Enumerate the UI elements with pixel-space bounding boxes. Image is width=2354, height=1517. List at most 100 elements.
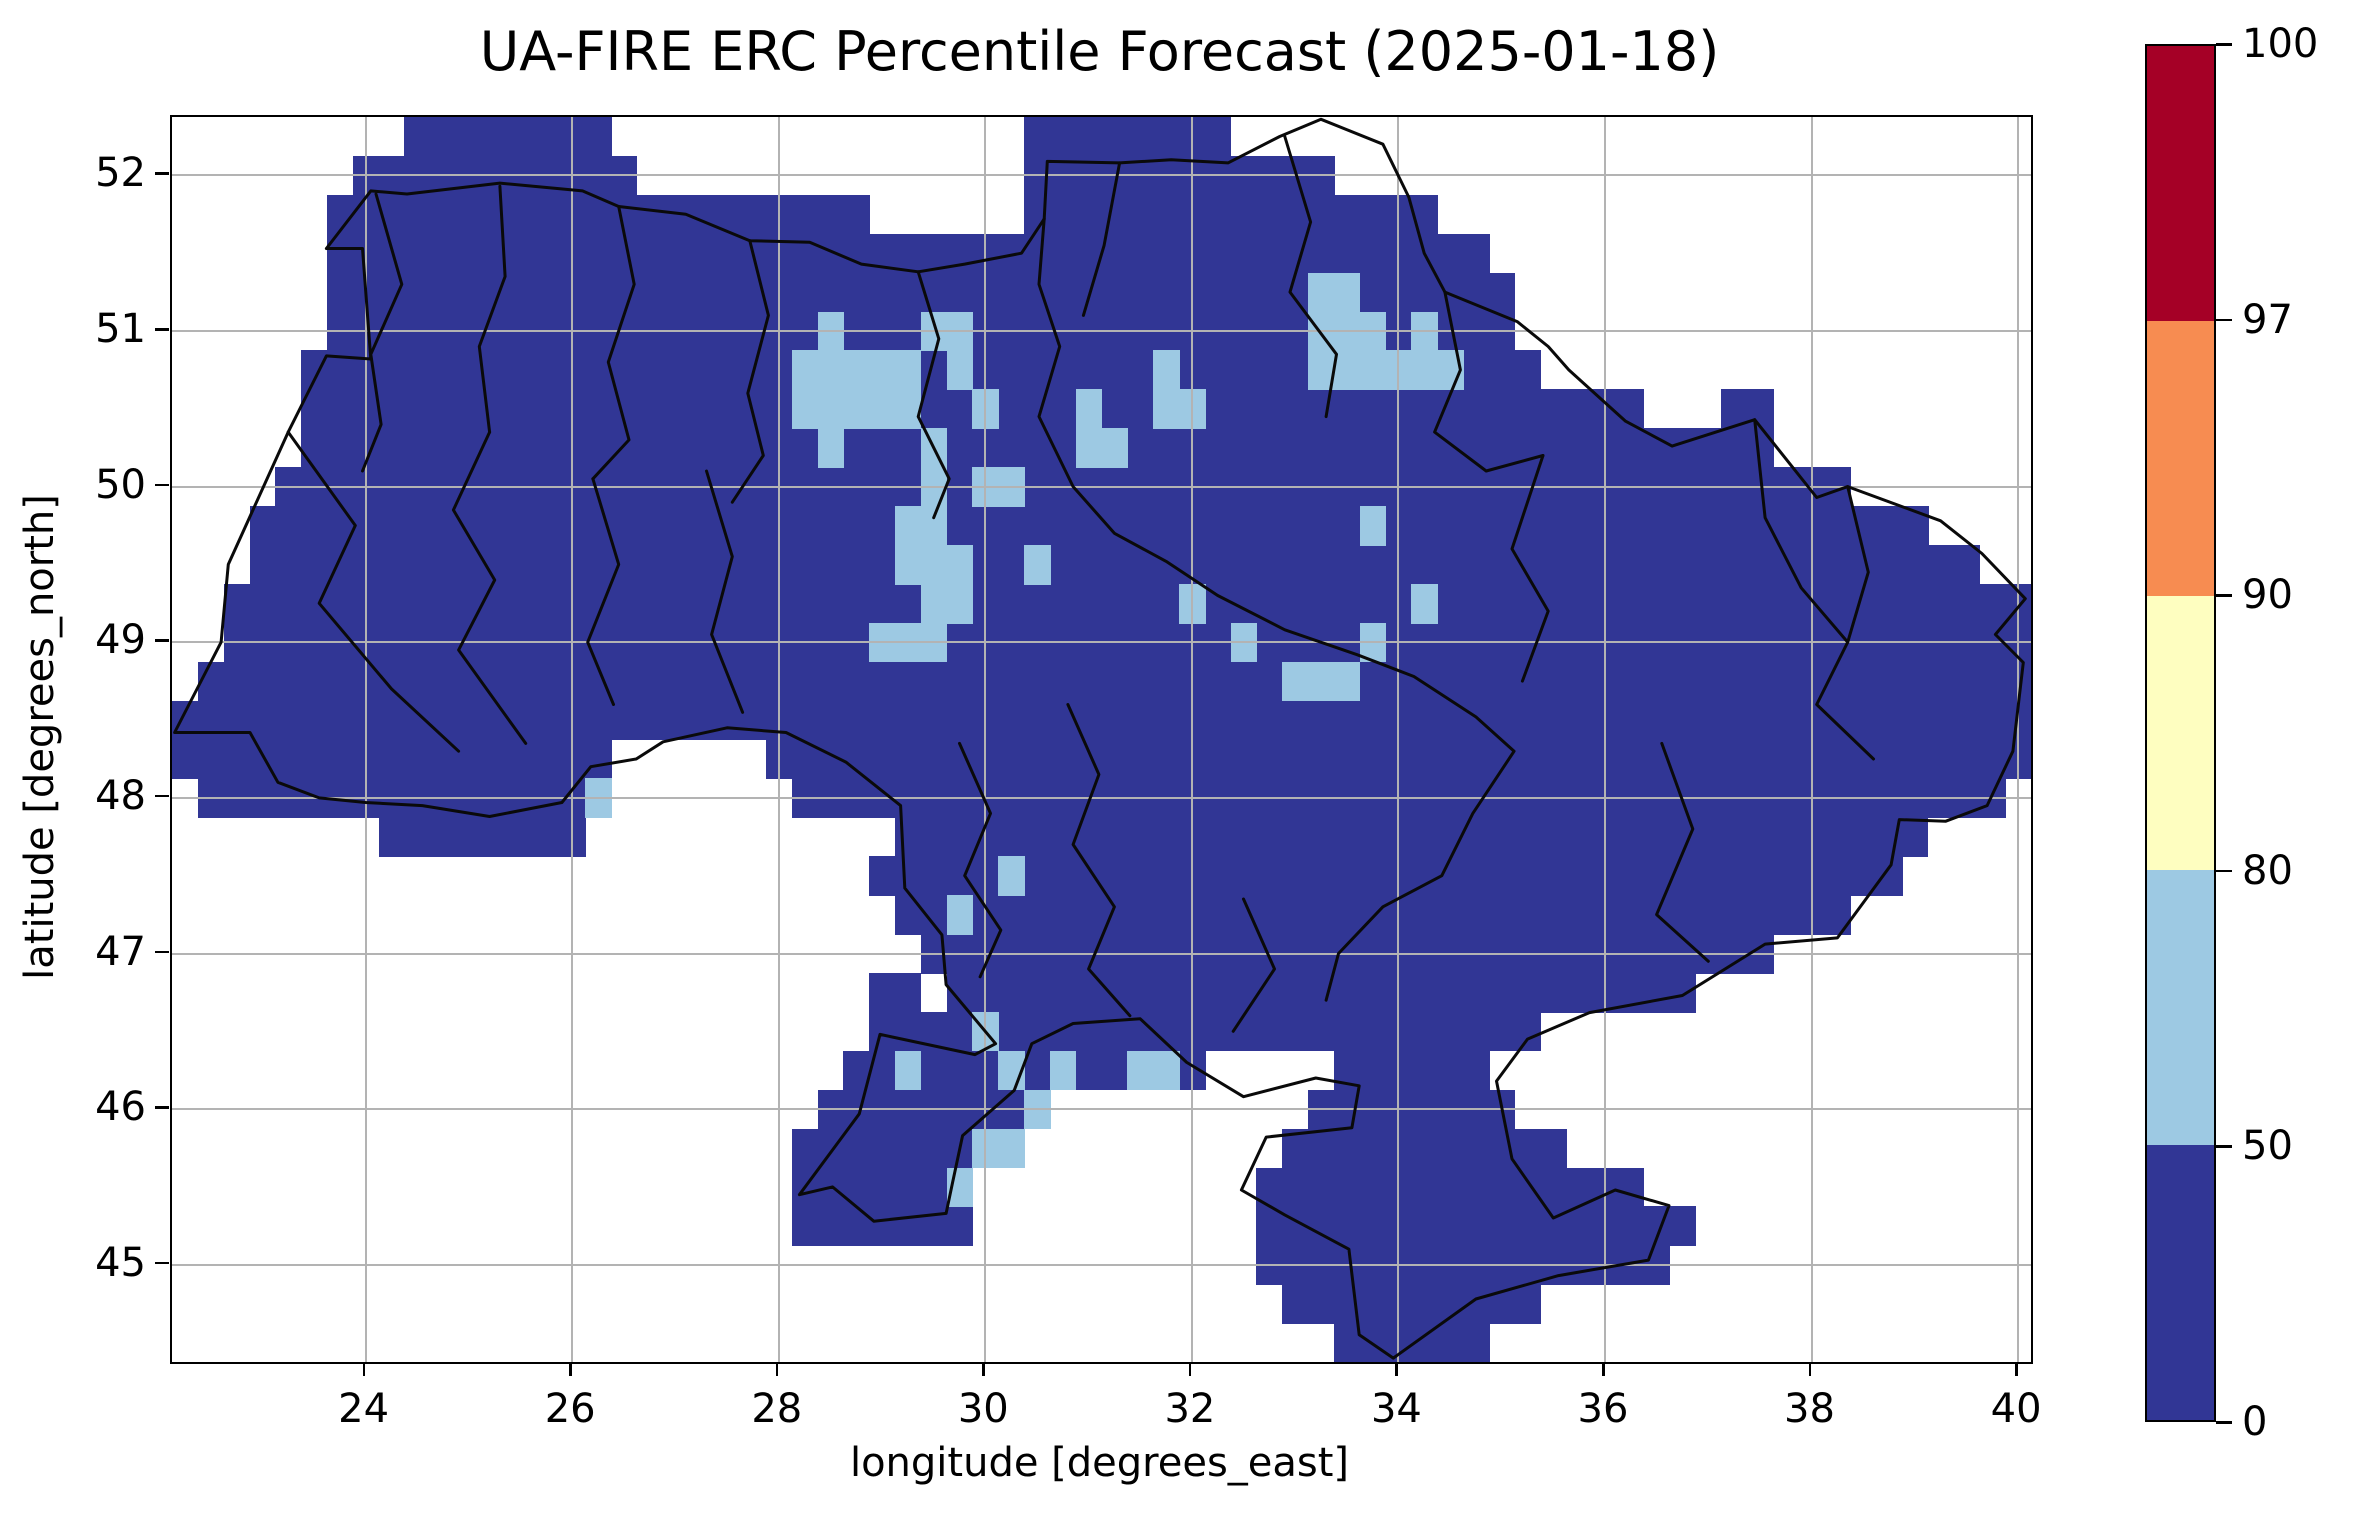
colorbar-tick-label: 97 xyxy=(2242,296,2293,343)
map-cell-run xyxy=(1024,194,1438,235)
map-cell-run xyxy=(791,1167,974,1208)
colorbar-tick-mark xyxy=(2216,1421,2232,1424)
colorbar-segment-90-97 xyxy=(2147,320,2214,596)
colorbar-segment-97-100 xyxy=(2147,46,2214,321)
gridline-horizontal xyxy=(172,485,2031,488)
gridline-horizontal xyxy=(172,1108,2031,1111)
map-cell-run xyxy=(301,428,1774,468)
map-cell-run xyxy=(249,506,1929,546)
y-axis-label: latitude [degrees_north] xyxy=(17,494,63,980)
y-tick-mark xyxy=(155,172,169,175)
colorbar-tick-label: 100 xyxy=(2242,21,2319,67)
oblast-border xyxy=(477,184,507,434)
map-cell-light xyxy=(1049,1050,1077,1091)
gridline-vertical xyxy=(571,117,574,1362)
map-cell-run xyxy=(249,545,1981,585)
y-tick-label: 45 xyxy=(95,1239,146,1286)
oblast-border xyxy=(958,741,1003,979)
map-cell-light xyxy=(946,895,974,935)
map-cell-light xyxy=(1333,661,1361,702)
map-cell-light xyxy=(1024,545,1051,585)
map-cell-light xyxy=(946,350,974,391)
map-cell-run xyxy=(894,895,1851,935)
map-cell-light xyxy=(1075,428,1103,468)
colorbar-tick-mark xyxy=(2216,594,2232,597)
y-tick-label: 51 xyxy=(95,306,146,352)
map-cell-light xyxy=(817,389,845,429)
map-cell-run xyxy=(172,739,612,780)
map-cell-light xyxy=(791,389,819,429)
oblast-border xyxy=(1066,703,1132,1018)
gridline-horizontal xyxy=(172,796,2031,799)
x-tick-label: 28 xyxy=(751,1386,803,1432)
gridline-horizontal xyxy=(172,330,2031,332)
oblast-border xyxy=(586,477,621,706)
gridline-vertical xyxy=(777,117,780,1362)
oblast-boundaries xyxy=(173,117,2027,1360)
x-tick-mark xyxy=(569,1362,572,1376)
gridline-vertical xyxy=(984,117,987,1362)
map-cell-light xyxy=(1308,661,1335,702)
plot-area xyxy=(170,115,2033,1364)
y-tick-mark xyxy=(155,639,169,642)
x-axis-label: longitude [degrees_east] xyxy=(849,1440,1350,1486)
map-cell-light xyxy=(1359,350,1387,391)
map-cell-run xyxy=(869,972,922,1013)
map-cell-run xyxy=(172,700,2031,741)
map-cell-light xyxy=(1101,428,1129,468)
map-cell-light xyxy=(1333,350,1361,391)
grid-lines xyxy=(172,117,2031,1362)
gridline-horizontal xyxy=(172,1263,2031,1266)
colorbar-tick-label: 90 xyxy=(2242,572,2293,619)
colorbar-segment-50-80 xyxy=(2147,870,2214,1146)
map-cell-run xyxy=(1333,1050,1490,1091)
colorbar-tick-label: 0 xyxy=(2242,1399,2268,1445)
map-cell-run xyxy=(869,856,1903,896)
map-cell-light xyxy=(869,389,896,429)
map-cell-run xyxy=(197,661,2031,702)
map-cell-run xyxy=(326,233,1490,274)
map-cell-light xyxy=(946,583,974,624)
map-cell-light xyxy=(894,545,922,585)
map-cell-light xyxy=(998,1128,1025,1169)
map-cell-run xyxy=(378,817,586,857)
y-tick-label: 52 xyxy=(95,150,146,197)
chart-title: UA-FIRE ERC Percentile Forecast (2025-01… xyxy=(479,20,1720,83)
oblast-border xyxy=(1655,741,1710,963)
x-tick-label: 38 xyxy=(1784,1386,1835,1432)
gridline-vertical xyxy=(1397,117,1400,1362)
map-cell-light xyxy=(1153,350,1180,391)
y-tick-label: 49 xyxy=(95,617,146,664)
map-cell-light xyxy=(1411,350,1438,391)
colorbar-tick-label: 80 xyxy=(2242,847,2293,894)
map-cell-light xyxy=(1153,1050,1180,1091)
map-cell-light xyxy=(817,350,845,391)
map-cell-light xyxy=(1127,1050,1154,1091)
map-cell-light xyxy=(843,389,870,429)
map-cell-run xyxy=(1256,1167,1645,1208)
oblast-border xyxy=(1753,418,1875,761)
y-tick-mark xyxy=(155,1106,169,1109)
oblast-border xyxy=(916,270,951,520)
y-tick-mark xyxy=(155,328,169,331)
map-cell-light xyxy=(1333,272,1361,313)
gridline-horizontal xyxy=(172,952,2031,955)
x-tick-mark xyxy=(362,1362,366,1376)
map-cell-light xyxy=(920,583,948,624)
colorbar-tick-mark xyxy=(2216,318,2232,322)
map-cell-light xyxy=(946,545,974,585)
gridline-vertical xyxy=(1604,117,1606,1362)
x-tick-mark xyxy=(1808,1362,1811,1376)
map-cell-light xyxy=(1308,272,1335,313)
x-tick-mark xyxy=(1395,1362,1398,1376)
map-cell-light xyxy=(1282,661,1309,702)
map-cell-light xyxy=(920,545,948,585)
colorbar-segment-80-90 xyxy=(2147,595,2214,871)
map-cell-run xyxy=(404,117,612,157)
x-tick-label: 36 xyxy=(1577,1386,1629,1432)
gridline-vertical xyxy=(364,117,367,1362)
gridline-vertical xyxy=(2017,117,2020,1362)
map-cell-run xyxy=(223,583,2031,624)
colorbar-tick-mark xyxy=(2216,1145,2232,1148)
